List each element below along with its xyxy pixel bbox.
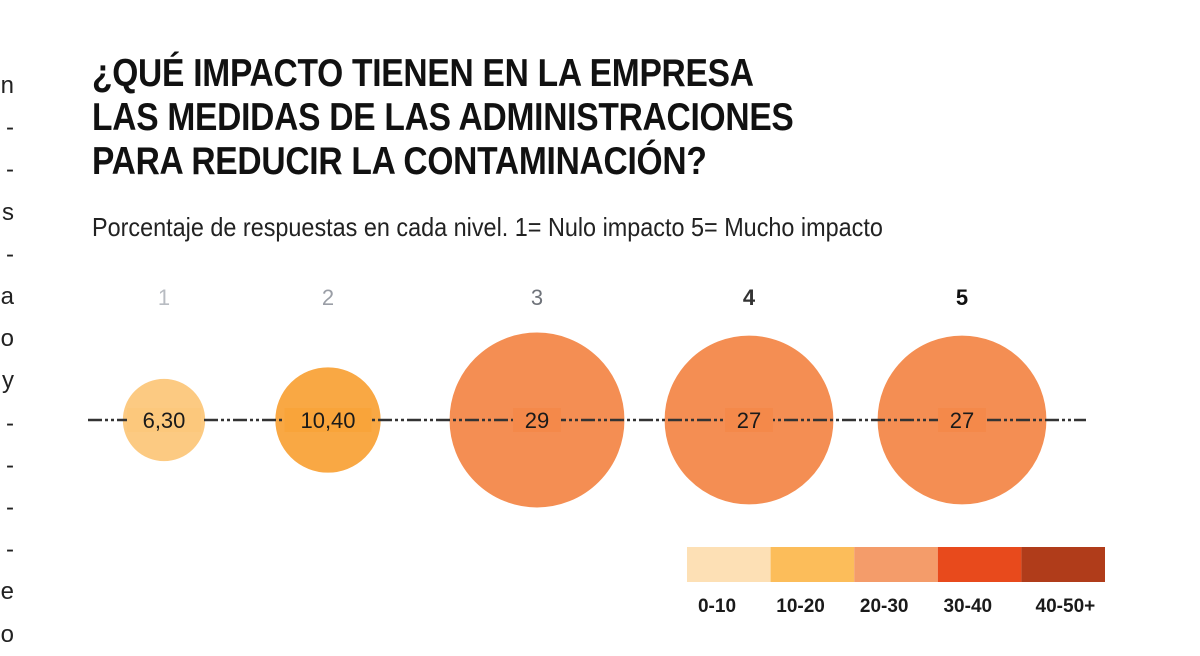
- category-label: 2: [322, 285, 334, 310]
- title-line: ¿QUÉ IMPACTO TIENEN EN LA EMPRESA: [92, 52, 754, 95]
- label-background: [513, 408, 561, 432]
- text-fragment: -: [6, 494, 14, 521]
- text-fragment: s: [2, 198, 14, 226]
- legend-swatch: [770, 547, 855, 582]
- label-background: [938, 408, 986, 432]
- text-fragment: e: [0, 578, 14, 606]
- legend-swatch: [937, 547, 1022, 582]
- text-fragment: -: [6, 240, 14, 268]
- title-line: LAS MEDIDAS DE LAS ADMINISTRACIONES: [92, 96, 794, 139]
- chart-subtitle: Porcentaje de respuestas en cada nivel. …: [92, 212, 883, 242]
- category-label: 5: [956, 285, 968, 310]
- value-label: 29: [525, 408, 549, 433]
- legend-label: 40-50+: [1036, 596, 1096, 617]
- text-fragment: -: [6, 409, 14, 437]
- text-fragment: y: [2, 367, 14, 395]
- text-fragment: o: [0, 620, 14, 648]
- text-fragment: n: [0, 72, 14, 99]
- category-label: 1: [158, 285, 170, 310]
- legend-label: 10-20: [776, 596, 825, 617]
- value-label: 6,30: [143, 408, 186, 433]
- category-label: 3: [531, 285, 543, 310]
- text-fragment: -: [6, 156, 14, 184]
- text-fragment: -: [6, 451, 14, 479]
- legend-label: 20-30: [860, 596, 909, 617]
- value-label: 10,40: [300, 408, 355, 433]
- value-label: 27: [950, 408, 974, 433]
- legend-swatch: [687, 547, 771, 582]
- legend-label: 0-10: [698, 596, 736, 617]
- text-fragment: -: [6, 536, 14, 564]
- label-background: [725, 408, 773, 432]
- legend-swatch: [1021, 547, 1105, 582]
- text-fragment: -: [6, 114, 14, 142]
- legend-label: 30-40: [943, 596, 992, 617]
- title-line: PARA REDUCIR LA CONTAMINACIÓN?: [92, 140, 707, 183]
- legend-swatch: [854, 547, 938, 582]
- text-fragment: a: [0, 283, 14, 310]
- text-fragment: o: [0, 325, 14, 353]
- label-background: [284, 408, 372, 432]
- value-label: 27: [737, 408, 761, 433]
- chart-title: ¿QUÉ IMPACTO TIENEN EN LA EMPRESA LAS ME…: [92, 52, 794, 184]
- label-background: [127, 408, 201, 432]
- category-label: 4: [743, 285, 756, 310]
